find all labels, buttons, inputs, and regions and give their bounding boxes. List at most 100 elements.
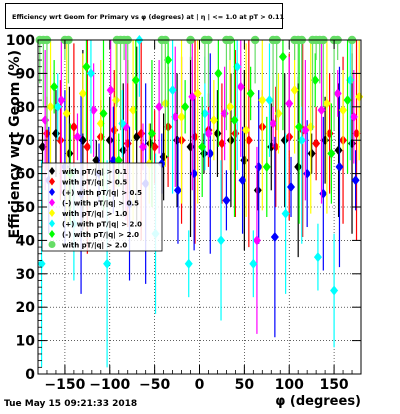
legend-label: (-) with pT/|q| > 0.5: [62, 200, 139, 209]
legend-marker: [49, 167, 55, 175]
x-tick-label: 0: [195, 377, 205, 393]
data-point: [343, 95, 352, 106]
data-point: [150, 141, 159, 152]
data-point: [285, 98, 294, 109]
y-tick-label: 30: [16, 267, 36, 283]
data-point: [198, 141, 207, 152]
data-point: [252, 235, 261, 246]
data-point: [269, 118, 278, 129]
y-tick-label: 70: [16, 133, 36, 149]
data-point: [177, 111, 186, 122]
data-point: [138, 141, 147, 152]
data-point: [349, 111, 358, 122]
data-point: [330, 285, 339, 296]
data-point: [271, 141, 280, 152]
data-point: [217, 235, 226, 246]
data-point: [333, 88, 342, 99]
x-tick-label: 50: [235, 377, 255, 393]
data-point: [238, 175, 247, 186]
data-point: [112, 95, 121, 106]
y-tick-label: 10: [16, 334, 36, 350]
data-point: [188, 91, 197, 102]
data-point: [86, 68, 95, 79]
data-point: [83, 141, 92, 152]
y-tick-label: 80: [16, 100, 36, 116]
data-point: [173, 185, 182, 196]
legend-label: (-) with pT/|q| > 2.0: [62, 231, 139, 240]
data-point: [244, 135, 253, 146]
data-point: [56, 135, 65, 146]
data-point: [200, 108, 209, 119]
data-point: [105, 135, 114, 146]
data-point: [352, 128, 361, 139]
data-point: [222, 195, 231, 206]
data-point: [301, 125, 310, 136]
y-tick-label: 90: [16, 66, 36, 82]
legend-marker: [49, 188, 55, 196]
data-point: [214, 68, 223, 79]
data-point: [209, 115, 218, 126]
data-point: [253, 185, 262, 196]
data-point: [262, 161, 271, 172]
data-point: [281, 208, 290, 219]
footer-timestamp: Tue May 15 09:21:33 2018: [4, 399, 138, 409]
data-point: [312, 138, 321, 149]
y-tick-label: 100: [6, 33, 35, 49]
data-point: [147, 128, 156, 139]
legend-marker: [49, 219, 55, 228]
data-point: [131, 75, 140, 86]
data-point: [73, 131, 82, 142]
data-point: [334, 145, 343, 156]
data-point: [236, 81, 245, 92]
data-point: [351, 175, 360, 186]
legend-marker: [49, 198, 55, 207]
y-tick-label: 20: [16, 300, 36, 316]
legend-label: with pT/|q| > 1.0: [62, 210, 127, 219]
data-point: [270, 232, 279, 243]
data-point: [193, 88, 202, 99]
data-point: [213, 128, 222, 139]
data-point: [37, 258, 46, 269]
data-point: [249, 258, 258, 269]
data-point: [164, 55, 173, 66]
x-tick-label: 150: [319, 377, 348, 393]
data-point: [129, 105, 138, 116]
data-point: [62, 108, 71, 119]
data-point: [106, 85, 115, 96]
chart-title: Efficiency wrt Geom for Primary vs φ (de…: [12, 13, 285, 21]
data-point: [65, 148, 74, 159]
data-point: [103, 258, 112, 269]
data-point: [311, 75, 320, 86]
data-point: [278, 51, 287, 62]
data-point: [99, 108, 108, 119]
data-point: [181, 101, 190, 112]
data-point: [226, 135, 235, 146]
x-tick-label: −50: [139, 377, 170, 393]
data-point: [297, 135, 306, 146]
data-point: [246, 88, 255, 99]
data-point: [290, 85, 299, 96]
data-point: [317, 105, 326, 116]
data-point: [322, 98, 331, 109]
data-point: [226, 101, 235, 112]
data-point: [119, 145, 128, 156]
data-point: [53, 101, 62, 112]
x-tick-label: −150: [44, 377, 85, 393]
y-axis-label: Efficiency wrt Geom (%): [7, 50, 23, 238]
data-point: [287, 181, 296, 192]
y-tick-label: 0: [25, 367, 35, 383]
data-point: [307, 148, 316, 159]
data-point: [217, 138, 226, 149]
data-point: [233, 61, 242, 72]
data-point: [168, 85, 177, 96]
y-tick-label: 50: [16, 200, 36, 216]
legend-marker: [49, 230, 55, 238]
data-point: [295, 121, 304, 132]
legend-marker: [48, 241, 56, 248]
legend-marker: [49, 177, 55, 186]
data-point: [294, 161, 303, 172]
data-point: [82, 61, 91, 72]
data-point: [50, 81, 59, 92]
x-tick-label: −100: [89, 377, 130, 393]
